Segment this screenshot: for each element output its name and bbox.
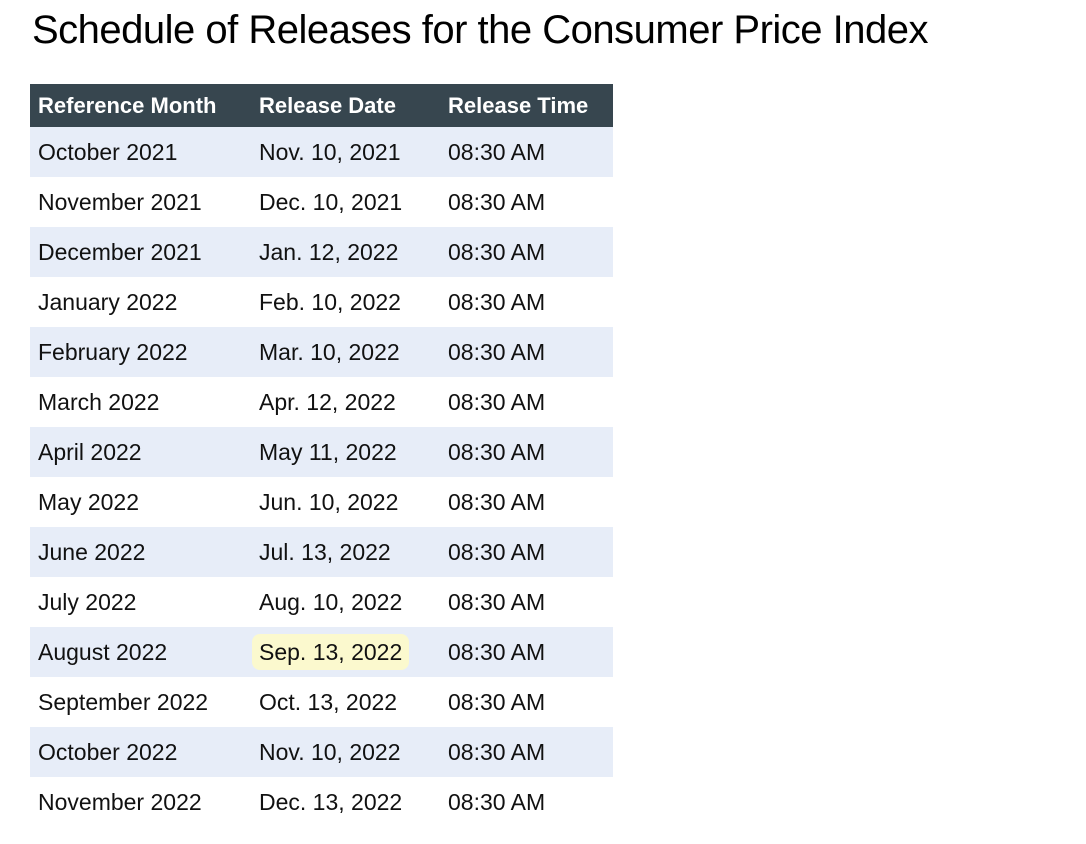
column-header-release-date: Release Date — [251, 84, 440, 127]
column-header-release-time: Release Time — [440, 84, 613, 127]
cell-release-date: Nov. 10, 2022 — [259, 738, 401, 765]
cell-release-date: Apr. 12, 2022 — [259, 388, 396, 415]
highlighted-release-date: Sep. 13, 2022 — [252, 633, 410, 670]
cell-release-date: Feb. 10, 2022 — [259, 288, 401, 315]
cell-reference-month: April 2022 — [38, 438, 142, 465]
cell-reference-month: July 2022 — [38, 588, 137, 615]
table-row: October 2021 Nov. 10, 2021 08:30 AM — [30, 127, 613, 177]
column-header-reference-month: Reference Month — [30, 84, 251, 127]
cell-release-time: 08:30 AM — [448, 588, 546, 615]
table-row: November 2022 Dec. 13, 2022 08:30 AM — [30, 777, 613, 827]
table-header: Reference Month Release Date Release Tim… — [30, 84, 613, 127]
cell-release-time: 08:30 AM — [448, 688, 546, 715]
cell-release-date: Nov. 10, 2021 — [259, 138, 401, 165]
cell-release-time: 08:30 AM — [448, 288, 546, 315]
cpi-release-schedule-table: Reference Month Release Date Release Tim… — [30, 84, 613, 827]
table-header-row: Reference Month Release Date Release Tim… — [30, 84, 613, 127]
cell-release-date: Dec. 13, 2022 — [259, 788, 403, 815]
table-row: October 2022 Nov. 10, 2022 08:30 AM — [30, 727, 613, 777]
cell-release-time: 08:30 AM — [448, 488, 546, 515]
cell-release-time: 08:30 AM — [448, 538, 546, 565]
cell-release-date: Aug. 10, 2022 — [259, 588, 403, 615]
cell-reference-month: November 2021 — [38, 188, 202, 215]
cell-reference-month: January 2022 — [38, 288, 178, 315]
cell-release-date: Jan. 12, 2022 — [259, 238, 399, 265]
cell-reference-month: June 2022 — [38, 538, 146, 565]
cell-reference-month: March 2022 — [38, 388, 160, 415]
cell-release-time: 08:30 AM — [448, 438, 546, 465]
cell-release-date: Oct. 13, 2022 — [259, 688, 398, 715]
cell-reference-month: September 2022 — [38, 688, 209, 715]
cell-reference-month: October 2021 — [38, 138, 178, 165]
cell-reference-month: February 2022 — [38, 338, 188, 365]
table-row: May 2022 Jun. 10, 2022 08:30 AM — [30, 477, 613, 527]
cell-reference-month: August 2022 — [38, 638, 168, 665]
cell-release-date: Mar. 10, 2022 — [259, 338, 400, 365]
table-body: October 2021 Nov. 10, 2021 08:30 AM Novembe… — [30, 127, 613, 827]
cell-reference-month: November 2022 — [38, 788, 202, 815]
table-row: April 2022 May 11, 2022 08:30 AM — [30, 427, 613, 477]
table-row: February 2022 Mar. 10, 2022 08:30 AM — [30, 327, 613, 377]
cell-release-time: 08:30 AM — [448, 738, 546, 765]
cell-release-time: 08:30 AM — [448, 238, 546, 265]
cell-reference-month: December 2021 — [38, 238, 202, 265]
cell-release-time: 08:30 AM — [448, 788, 546, 815]
cell-release-time: 08:30 AM — [448, 388, 546, 415]
cell-reference-month: May 2022 — [38, 488, 140, 515]
cell-release-date: Jul. 13, 2022 — [259, 538, 391, 565]
table-row: September 2022 Oct. 13, 2022 08:30 AM — [30, 677, 613, 727]
table-row: July 2022 Aug. 10, 2022 08:30 AM — [30, 577, 613, 627]
table-row: March 2022 Apr. 12, 2022 08:30 AM — [30, 377, 613, 427]
cell-release-time: 08:30 AM — [448, 338, 546, 365]
table-row: November 2021 Dec. 10, 2021 08:30 AM — [30, 177, 613, 227]
table-row: December 2021 Jan. 12, 2022 08:30 AM — [30, 227, 613, 277]
cell-release-time: 08:30 AM — [448, 188, 546, 215]
table-row: January 2022 Feb. 10, 2022 08:30 AM — [30, 277, 613, 327]
table-row: June 2022 Jul. 13, 2022 08:30 AM — [30, 527, 613, 577]
cell-release-date: Sep. 13, 2022 — [251, 627, 440, 677]
cell-release-time: 08:30 AM — [448, 138, 546, 165]
cell-release-date: Jun. 10, 2022 — [259, 488, 399, 515]
cell-reference-month: October 2022 — [38, 738, 178, 765]
cell-release-time: 08:30 AM — [448, 638, 546, 665]
cell-release-date: May 11, 2022 — [259, 438, 397, 465]
table-row: August 2022 Sep. 13, 2022 08:30 AM — [30, 627, 613, 677]
page-title: Schedule of Releases for the Consumer Pr… — [32, 8, 929, 52]
cell-release-date: Dec. 10, 2021 — [259, 188, 403, 215]
